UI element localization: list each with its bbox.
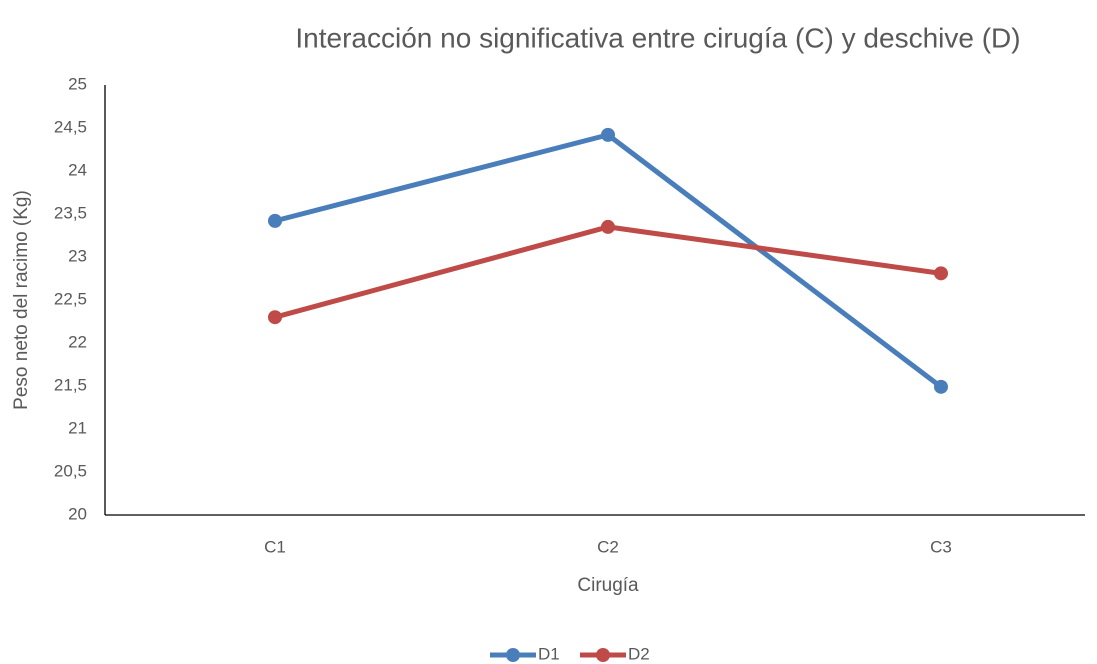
legend-marker bbox=[596, 648, 610, 662]
y-tick-label: 23,5 bbox=[54, 203, 87, 222]
y-axis-title: Peso neto del racimo (Kg) bbox=[11, 190, 32, 410]
legend-label: D2 bbox=[628, 644, 650, 663]
y-tick-label: 23 bbox=[68, 246, 87, 265]
y-tick-label: 20,5 bbox=[54, 461, 87, 480]
chart-title: Interacción no significativa entre cirug… bbox=[295, 22, 1020, 53]
x-tick-label: C2 bbox=[597, 537, 619, 556]
y-tick-label: 24,5 bbox=[54, 117, 87, 136]
point bbox=[934, 379, 948, 394]
point bbox=[268, 310, 282, 325]
legend-label: D1 bbox=[538, 644, 560, 663]
x-tick-label: C1 bbox=[264, 537, 286, 556]
y-tick-label: 22 bbox=[68, 332, 87, 351]
y-tick-label: 21,5 bbox=[54, 375, 87, 394]
y-tick-label: 25 bbox=[68, 74, 87, 93]
x-tick-label: C3 bbox=[930, 537, 952, 556]
y-tick-label: 22,5 bbox=[54, 289, 87, 308]
y-tick-label: 20 bbox=[68, 504, 87, 523]
x-axis-title: Cirugía bbox=[577, 575, 639, 596]
point bbox=[601, 127, 615, 142]
point bbox=[268, 213, 282, 228]
point bbox=[601, 219, 615, 234]
y-tick-label: 21 bbox=[68, 418, 87, 437]
y-tick-label: 24 bbox=[68, 160, 87, 179]
series-line bbox=[274, 224, 942, 320]
legend-marker bbox=[506, 648, 520, 662]
point bbox=[934, 266, 948, 281]
